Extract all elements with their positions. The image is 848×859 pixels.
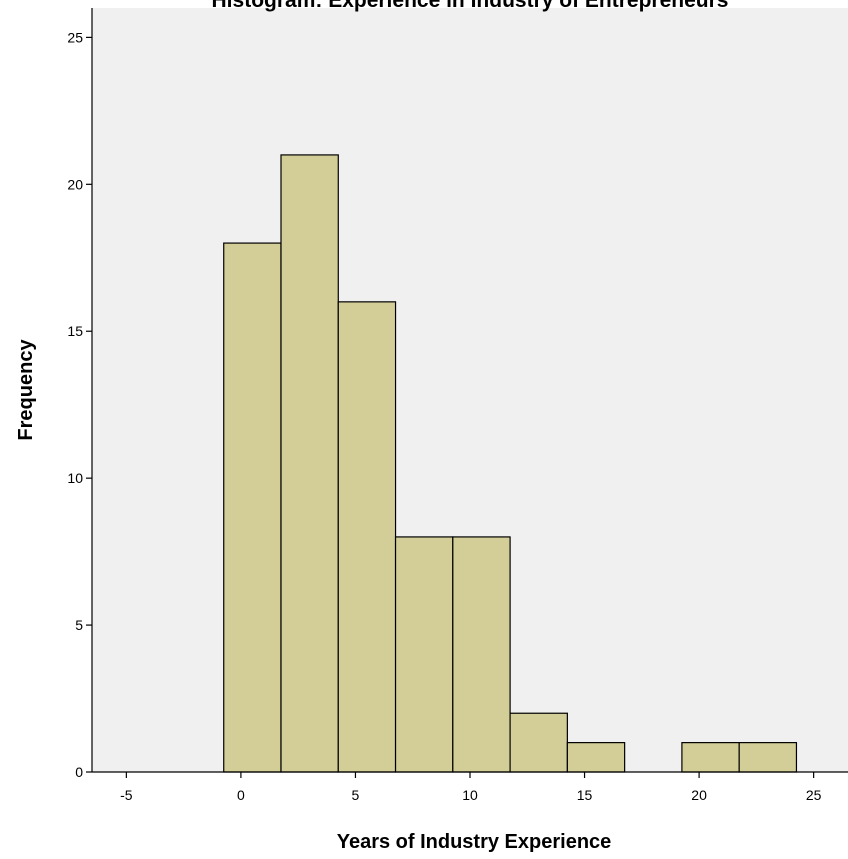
- axes-group: 0 5 10 15 20 25 -5 0 5 10 15 20 25: [67, 8, 848, 803]
- y-tick-label: 0: [75, 764, 83, 780]
- histogram-bar: [681, 742, 740, 773]
- y-tick-label: 15: [67, 323, 83, 339]
- histogram-bar: [394, 536, 454, 773]
- bars-group: [223, 154, 798, 773]
- histogram-bar: [337, 301, 397, 773]
- y-tick-label: 5: [75, 617, 83, 633]
- x-tick-label: -5: [120, 787, 133, 803]
- x-tick-label: 5: [352, 787, 360, 803]
- x-tick-label: 10: [462, 787, 478, 803]
- histogram-bar: [509, 712, 568, 773]
- y-tick-label: 25: [67, 29, 83, 45]
- y-tick-label: 20: [67, 176, 83, 192]
- x-tick-label: 15: [577, 787, 593, 803]
- histogram-bar: [452, 536, 511, 773]
- x-tick-label: 20: [691, 787, 707, 803]
- chart-title: Histogram: Experience in Industry of Ent…: [212, 0, 729, 12]
- histogram-bar: [280, 154, 339, 773]
- histogram-bar: [223, 242, 282, 773]
- y-axis-title: Frequency: [15, 339, 37, 441]
- x-tick-label: 0: [237, 787, 245, 803]
- x-tick-label: 25: [806, 787, 822, 803]
- histogram-bar: [738, 742, 798, 773]
- x-axis-title: Years of Industry Experience: [337, 831, 612, 853]
- histogram-bar: [566, 742, 626, 773]
- y-tick-label: 10: [67, 470, 83, 486]
